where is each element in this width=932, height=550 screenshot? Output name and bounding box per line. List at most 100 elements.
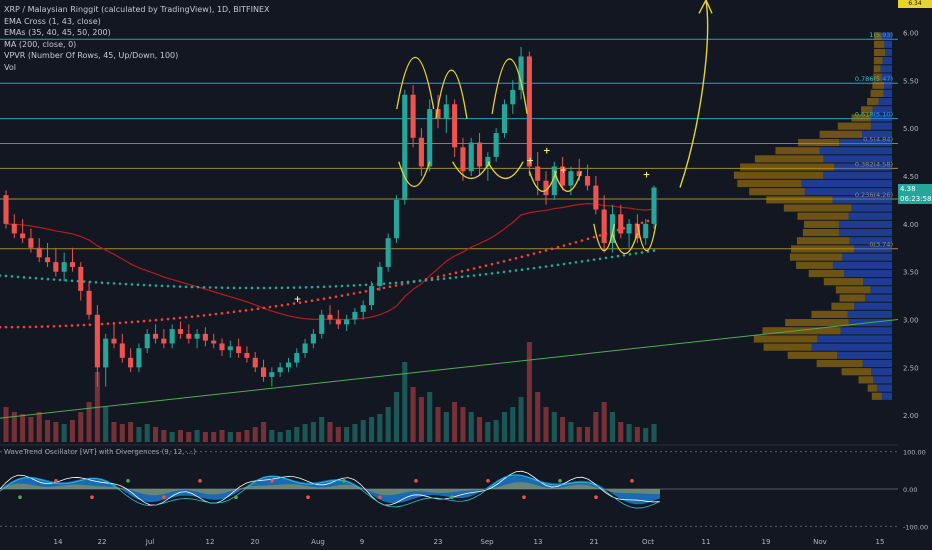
vpvr-row-up [840,327,892,335]
ema-200-dot [406,280,410,284]
candle-body [28,238,34,248]
ema-cross-dot [112,321,116,325]
ema-200-dot [280,286,284,290]
osc-cross-dot [162,495,166,500]
ema-200-dot [58,278,62,282]
time-tick-label: Sep [480,538,494,546]
indicator-ema-cross[interactable]: EMA Cross (1, 43, close) [4,16,101,26]
ema-200-dot [586,259,590,262]
ema-200-dot [304,286,308,289]
ema-cross-dot [508,258,512,262]
ema-200-dot [310,285,314,289]
time-tick-label: 21 [590,538,599,546]
vpvr-row-up [881,392,892,400]
ema-200-dot [274,286,278,290]
indicator-emas[interactable]: EMAs (35, 40, 45, 50, 200) [4,28,111,37]
ema-cross-dot [70,324,74,327]
ema-cross-dot [586,237,590,241]
ema-200-dot [484,272,488,276]
ema-200-dot [556,263,560,267]
candle-body [393,199,400,239]
indicator-ma[interactable]: MA (200, close, 0) [4,39,77,49]
price-tick-label: 6.00 [903,30,919,38]
time-tick-label: 13 [534,538,543,546]
vpvr-row-down [733,171,824,179]
time-tick-label: 9 [360,538,364,546]
ema-200-dot [652,249,656,252]
candle-body [61,262,67,272]
indicator-vpvr[interactable]: VPVR (Number Of Rows, 45, Up/Down, 100) [4,51,179,60]
candle-body [219,343,225,351]
ema-200-dot [106,281,110,285]
ema-200-dot [46,277,50,281]
ema-200-dot [634,252,638,255]
indicator-legend: XRP / Malaysian Ringgit (calculated by T… [4,4,270,73]
candle-body [452,104,458,148]
ema-cross-dot [160,318,164,321]
ema-200-dot [268,286,272,290]
osc-cross-dot [594,495,598,500]
oscillator-title[interactable]: WaveTrend Oscillator [WT] with Divergenc… [4,448,196,456]
osc-cross-dot [450,495,454,500]
price-axis[interactable]: 2.00 2.50 3.00 3.50 4.00 4.50 5.00 5.50 6.00 [903,30,919,421]
vpvr-row-down [789,253,843,261]
price-tick-label: 5.50 [903,77,919,85]
candle-body [302,343,308,354]
volume-bar [335,427,341,442]
ema-cross-dot [304,300,308,303]
pattern-arc-bottom [398,161,431,187]
osc-cross-dot [486,479,490,483]
ema-200-dot [244,286,248,290]
vpvr-row-up [881,32,892,40]
ema-cross-dot [514,256,518,260]
volume-bar [568,422,574,442]
ema-cross-dot [214,312,218,316]
time-tick-label: Aug [311,538,325,546]
volume-bar [418,397,424,442]
volume-bar [452,402,458,442]
ema-200-dot [526,267,530,271]
vpvr-row-down [873,73,882,81]
ema-200-dot [142,283,146,287]
candle-body [44,257,51,263]
vpvr-row-down [808,269,845,278]
candle-body [535,166,541,181]
ema-200-dot [214,286,218,289]
vpvr-row-down [803,220,839,228]
pattern-arc-bottom [528,171,557,192]
ema-cross-dot [64,324,68,328]
ema-200-dot [196,285,200,289]
ema-200-dot [628,252,632,256]
vpvr-row-up [839,138,892,147]
ema-200-dot [70,279,74,283]
ema-cross-dot [274,304,278,308]
candle-body [161,338,167,344]
bar-countdown: 06:23:58 [900,195,932,203]
time-tick-label: 12 [206,538,215,546]
ema-cross-dot [190,315,194,318]
volume-bar [20,414,26,442]
ema-200-dot [184,285,188,289]
candle-body [526,56,532,167]
time-axis[interactable]: 14 22 Jul 12 20 Aug 9 23 Sep 13 21 Oct 11 19 Nov 15 [54,538,885,546]
candle-body [152,333,159,339]
ema-cross-dot [568,242,572,246]
ema-200-dot [238,286,242,290]
vpvr-row-up [878,98,892,106]
vpvr-row-up [872,106,892,114]
ema-cross-dot [316,298,320,302]
volume-bar [634,427,640,442]
vpvr-row-up [811,343,892,351]
vpvr-row-up [871,368,892,376]
vpvr-row-up [832,196,892,204]
last-price-value: 4.38 [900,185,916,193]
ema-200-dot [622,253,626,257]
vpvr-row-down [873,65,881,73]
vpvr-row-down [785,319,849,327]
chart-title[interactable]: XRP / Malaysian Ringgit (calculated by T… [4,5,270,14]
indicator-vol[interactable]: Vol [4,62,16,72]
volume-bar [194,430,200,442]
candle-body [618,214,624,234]
candle-body [576,171,582,177]
